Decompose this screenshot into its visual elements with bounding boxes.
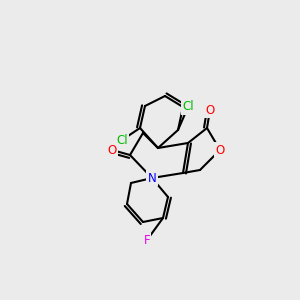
Text: N: N [148,172,156,184]
Text: O: O [107,143,117,157]
Text: O: O [206,103,214,116]
Text: F: F [144,233,150,247]
Text: O: O [215,143,225,157]
Text: Cl: Cl [116,134,128,146]
Text: Cl: Cl [182,100,194,113]
